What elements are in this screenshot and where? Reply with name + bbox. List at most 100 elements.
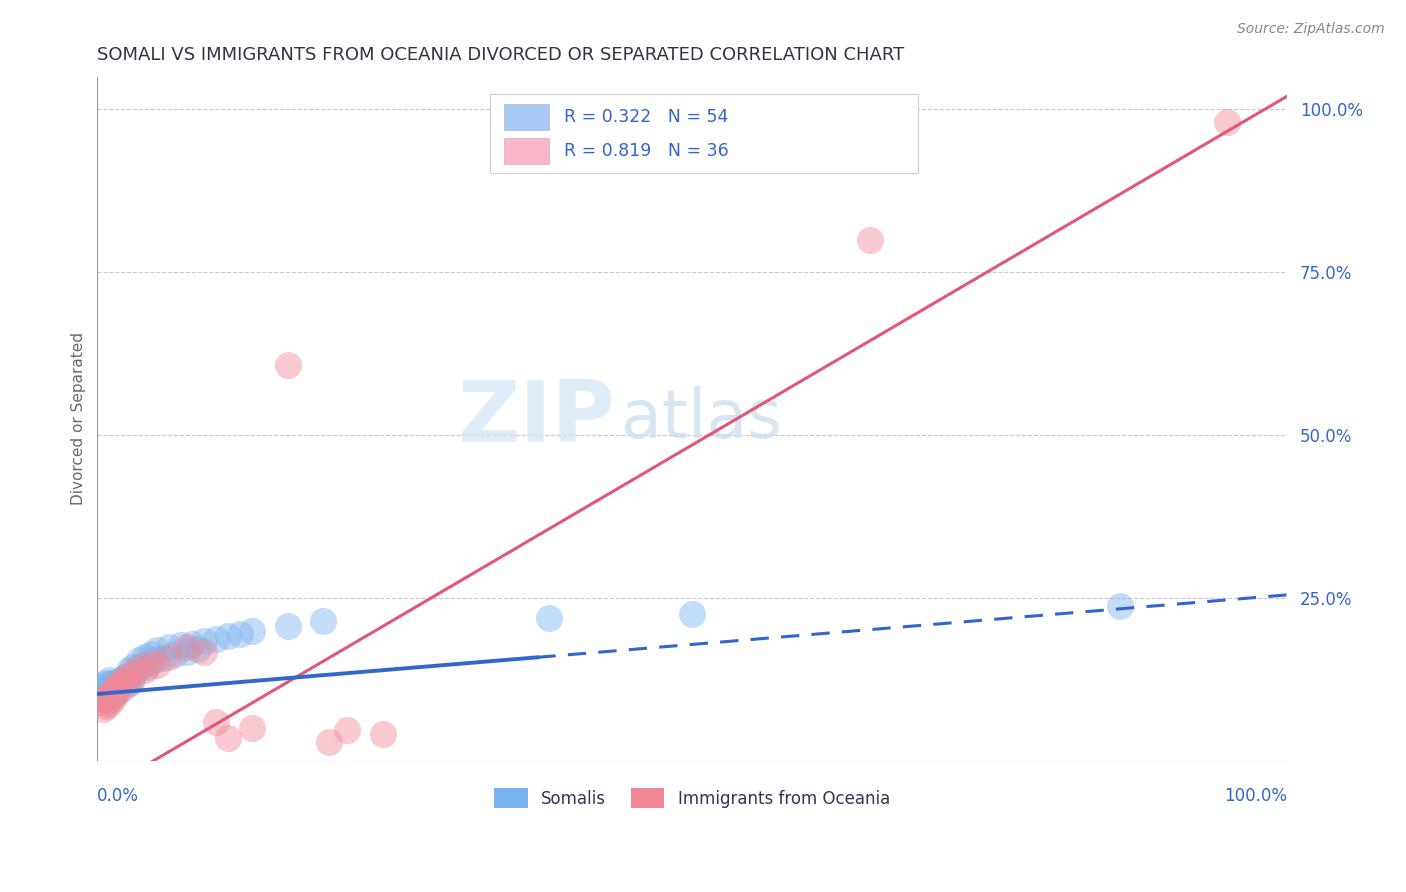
Point xyxy=(110,676,132,690)
Point xyxy=(681,607,703,622)
Point xyxy=(97,694,120,708)
Point xyxy=(176,640,198,654)
Point xyxy=(152,651,174,665)
Point xyxy=(107,674,129,689)
Point xyxy=(240,722,263,736)
Point xyxy=(93,692,115,706)
Text: ZIP: ZIP xyxy=(457,377,614,460)
Point xyxy=(1216,115,1239,129)
Point xyxy=(98,697,121,711)
Point xyxy=(100,686,122,700)
Point xyxy=(100,679,122,693)
Point xyxy=(100,690,122,705)
Point xyxy=(120,674,142,689)
Point xyxy=(229,627,252,641)
Point xyxy=(205,632,228,646)
Point xyxy=(538,611,561,625)
Point xyxy=(131,657,153,672)
Point xyxy=(101,692,124,706)
Point xyxy=(1109,599,1132,613)
Point xyxy=(94,698,117,713)
Point xyxy=(104,683,127,698)
Point xyxy=(115,669,138,683)
Point xyxy=(100,681,122,695)
Point xyxy=(115,669,138,683)
Point xyxy=(157,640,180,654)
Point xyxy=(143,653,166,667)
Point xyxy=(107,683,129,698)
Point xyxy=(96,692,118,706)
Point xyxy=(105,681,128,695)
Point xyxy=(176,645,198,659)
Point xyxy=(136,659,159,673)
Point xyxy=(371,727,394,741)
Point xyxy=(105,679,128,693)
Point xyxy=(277,358,299,372)
Point xyxy=(139,655,162,669)
Point xyxy=(163,647,186,661)
Point xyxy=(117,677,139,691)
Point xyxy=(277,618,299,632)
Point xyxy=(104,677,127,691)
Point xyxy=(108,673,131,687)
Point xyxy=(107,677,129,691)
Point xyxy=(96,682,118,697)
Point xyxy=(193,645,215,659)
Point xyxy=(146,643,169,657)
Point xyxy=(97,677,120,691)
FancyBboxPatch shape xyxy=(505,137,550,164)
Point xyxy=(112,673,135,687)
Point xyxy=(104,688,127,702)
Point xyxy=(96,689,118,703)
Point xyxy=(91,702,114,716)
Point xyxy=(336,723,359,737)
Point xyxy=(118,663,141,677)
Point xyxy=(146,657,169,672)
Point xyxy=(103,686,125,700)
Point xyxy=(111,682,134,697)
Point xyxy=(312,614,335,628)
Point xyxy=(110,677,132,691)
Point xyxy=(112,671,135,685)
Legend: Somalis, Immigrants from Oceania: Somalis, Immigrants from Oceania xyxy=(488,781,897,814)
Text: Source: ZipAtlas.com: Source: ZipAtlas.com xyxy=(1237,22,1385,37)
Text: atlas: atlas xyxy=(620,386,782,452)
Point xyxy=(90,689,112,703)
Text: 0.0%: 0.0% xyxy=(97,787,139,805)
Point xyxy=(122,659,145,673)
Point xyxy=(169,638,191,652)
Point xyxy=(107,679,129,693)
Text: 100.0%: 100.0% xyxy=(1223,787,1286,805)
Point xyxy=(124,666,146,681)
Point xyxy=(103,682,125,697)
Point xyxy=(134,649,156,664)
Point xyxy=(114,674,136,689)
Point xyxy=(217,629,239,643)
Point xyxy=(318,734,340,748)
FancyBboxPatch shape xyxy=(489,94,918,173)
Point xyxy=(91,679,114,693)
Text: R = 0.322   N = 54: R = 0.322 N = 54 xyxy=(564,108,728,126)
Point xyxy=(128,653,150,667)
Point xyxy=(120,673,142,687)
Point xyxy=(859,233,882,247)
Point xyxy=(157,649,180,664)
Y-axis label: Divorced or Separated: Divorced or Separated xyxy=(72,333,86,506)
Point xyxy=(101,676,124,690)
Point xyxy=(94,676,117,690)
Point xyxy=(90,695,112,709)
Point xyxy=(100,690,122,705)
Point xyxy=(93,686,115,700)
Point xyxy=(217,731,239,746)
Text: R = 0.819   N = 36: R = 0.819 N = 36 xyxy=(564,142,728,160)
Text: SOMALI VS IMMIGRANTS FROM OCEANIA DIVORCED OR SEPARATED CORRELATION CHART: SOMALI VS IMMIGRANTS FROM OCEANIA DIVORC… xyxy=(97,46,904,64)
Point xyxy=(98,683,121,698)
Point xyxy=(98,673,121,687)
FancyBboxPatch shape xyxy=(505,103,550,129)
Point xyxy=(134,663,156,677)
Point xyxy=(122,666,145,681)
Point xyxy=(187,642,209,657)
Point xyxy=(128,659,150,673)
Point xyxy=(181,637,204,651)
Point xyxy=(193,633,215,648)
